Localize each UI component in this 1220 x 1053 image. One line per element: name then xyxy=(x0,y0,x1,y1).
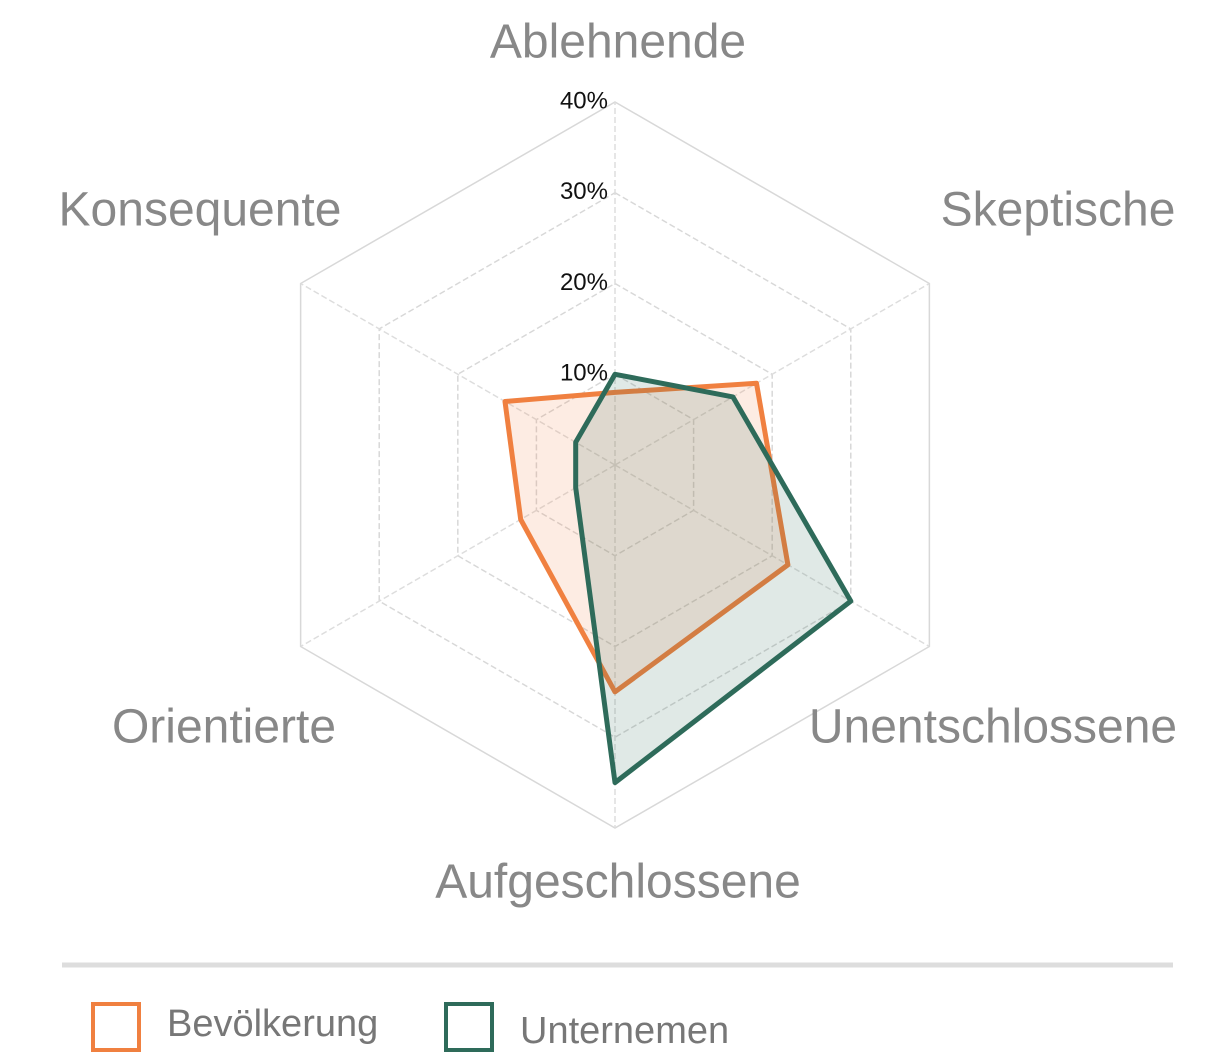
axis-label: Unentschlossene xyxy=(809,701,1177,754)
axis-label: Konsequente xyxy=(59,184,342,237)
r-tick-label: 20% xyxy=(560,269,608,296)
r-tick-label: 30% xyxy=(560,178,608,205)
spoke xyxy=(614,282,930,466)
spoke xyxy=(614,464,930,648)
legend-swatch xyxy=(444,1002,494,1052)
axis-label: Ablehnende xyxy=(490,16,746,69)
axis-label: Skeptische xyxy=(941,184,1176,237)
axis-label: Aufgeschlossene xyxy=(435,856,801,909)
spoke xyxy=(300,464,616,648)
axis-label: Orientierte xyxy=(112,701,336,754)
r-tick-label: 40% xyxy=(560,87,608,114)
legend-label: Bevölkerung xyxy=(167,1003,378,1045)
r-tick-label: 10% xyxy=(560,360,608,387)
series-area xyxy=(573,371,854,786)
legend-swatch xyxy=(91,1002,141,1052)
legend-label: Unternemen xyxy=(520,1010,729,1052)
spoke xyxy=(300,282,616,466)
